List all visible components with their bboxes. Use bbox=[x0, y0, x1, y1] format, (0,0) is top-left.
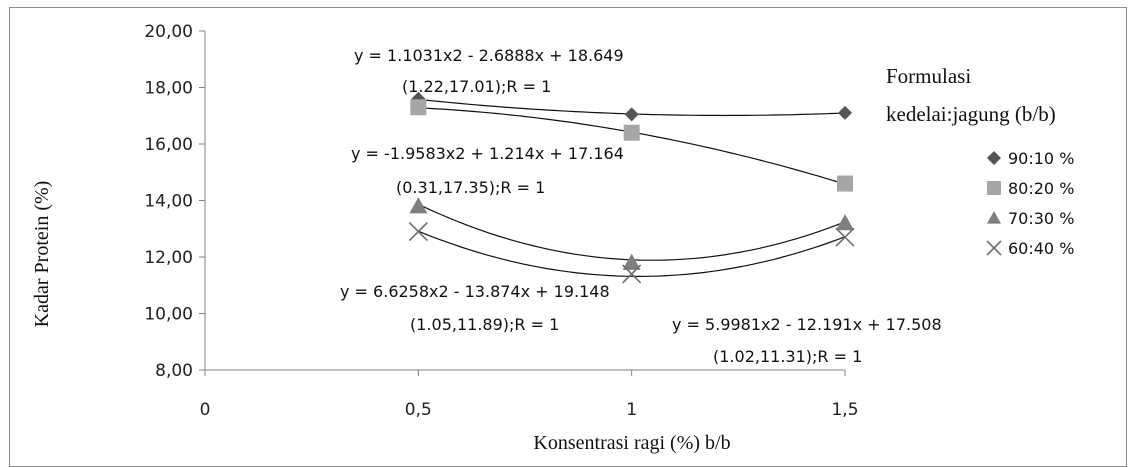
data-point-series-2 bbox=[409, 197, 428, 214]
x-tick-label: 0,5 bbox=[405, 400, 432, 420]
legend-marker-1 bbox=[987, 181, 1001, 195]
y-tick-label: 16,00 bbox=[144, 135, 193, 155]
equation-60-40-line1: y = 5.9981x2 - 12.191x + 17.508 bbox=[672, 315, 942, 334]
data-points bbox=[408, 91, 855, 284]
y-tick-label: 8,00 bbox=[155, 361, 193, 381]
legend-title-line2: kedelai:jagung (b/b) bbox=[886, 102, 1056, 126]
data-point-series-3 bbox=[835, 227, 855, 247]
data-point-series-2 bbox=[836, 214, 854, 231]
trendline-2 bbox=[418, 203, 846, 261]
chart-frame bbox=[9, 7, 1127, 467]
data-point-series-0 bbox=[838, 105, 852, 120]
y-tick-label: 10,00 bbox=[144, 305, 193, 325]
legend-label-1: 80:20 % bbox=[1008, 179, 1074, 198]
data-point-series-1 bbox=[410, 99, 427, 116]
equation-80-20-line2: (0.31,17.35);R = 1 bbox=[396, 178, 545, 197]
legend: 90:10 % 80:20 % 70:30 % 60:40 % bbox=[986, 149, 1074, 258]
legend-marker-0 bbox=[987, 151, 1001, 165]
y-tick-label: 12,00 bbox=[144, 248, 193, 268]
data-point-series-2 bbox=[622, 253, 641, 270]
equation-70-30-line2: (1.05,11.89);R = 1 bbox=[410, 315, 559, 334]
data-point-series-1 bbox=[837, 175, 853, 192]
equation-60-40-line2: (1.02,11.31);R = 1 bbox=[713, 347, 862, 366]
data-point-series-3 bbox=[408, 222, 428, 242]
equation-70-30-line1: y = 6.6258x2 - 13.874x + 19.148 bbox=[340, 282, 610, 301]
axes bbox=[199, 30, 846, 376]
y-axis-label: Kadar Protein (%) bbox=[31, 181, 53, 328]
data-point-series-0 bbox=[624, 107, 639, 122]
x-tick-label: 1,5 bbox=[831, 400, 858, 420]
legend-title-line1: Formulasi bbox=[886, 64, 971, 88]
data-point-series-1 bbox=[623, 124, 640, 141]
y-tick-label: 18,00 bbox=[144, 79, 193, 99]
equation-90-10-line2: (1.22,17.01);R = 1 bbox=[402, 77, 551, 96]
trendline-3 bbox=[418, 230, 846, 278]
chart: 8,00 10,00 12,00 14,00 16,00 18,00 20,00 0 0,5 1 1… bbox=[31, 22, 1074, 454]
legend-label-3: 60:40 % bbox=[1008, 239, 1074, 258]
legend-label-2: 70:30 % bbox=[1008, 209, 1074, 228]
legend-label-0: 90:10 % bbox=[1008, 149, 1074, 168]
legend-marker-2 bbox=[987, 211, 1001, 224]
data-point-series-3 bbox=[622, 264, 642, 284]
y-tick-label: 20,00 bbox=[144, 22, 193, 42]
y-tick-label: 14,00 bbox=[144, 192, 193, 212]
x-tick-label: 1 bbox=[626, 400, 637, 420]
x-axis-label: Konsentrasi ragi (%) b/b bbox=[533, 432, 730, 454]
equation-90-10-line1: y = 1.1031x2 - 2.6888x + 18.649 bbox=[354, 46, 624, 65]
tick-labels: 8,00 10,00 12,00 14,00 16,00 18,00 20,00 0 0,5 1 1… bbox=[144, 22, 858, 420]
equation-80-20-line1: y = -1.9583x2 + 1.214x + 17.164 bbox=[351, 144, 624, 163]
x-tick-label: 0 bbox=[200, 400, 211, 420]
legend-marker-3 bbox=[986, 240, 1002, 256]
